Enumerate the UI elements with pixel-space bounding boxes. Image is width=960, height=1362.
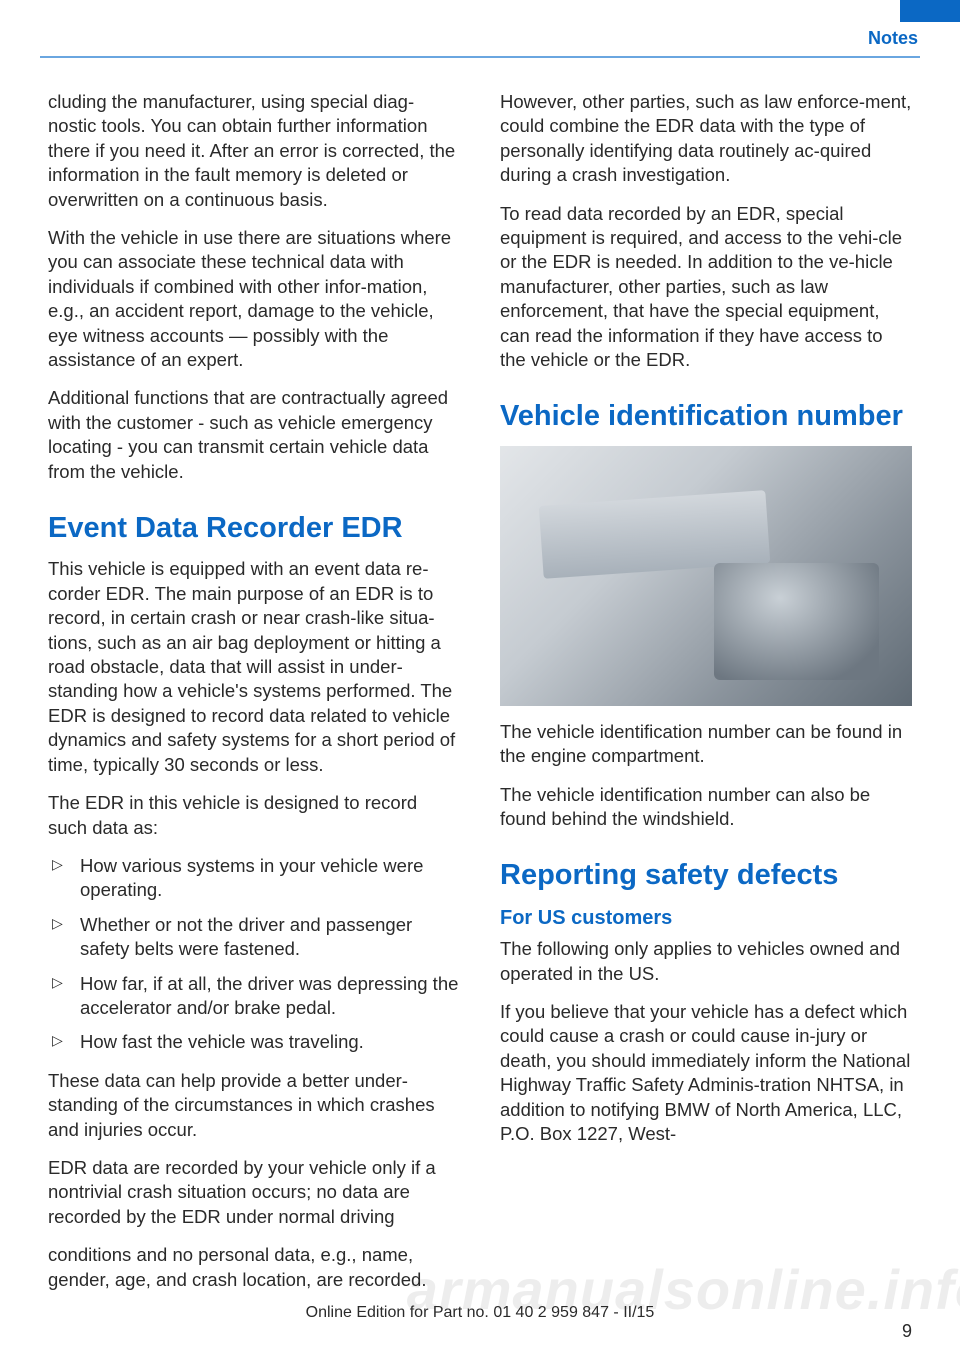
list-item: How far, if at all, the driver was depre… (48, 972, 460, 1021)
body-text: Additional functions that are contractua… (48, 386, 460, 484)
heading-vin: Vehicle identification number (500, 400, 912, 433)
header-rule (40, 56, 920, 58)
page-header: Notes (0, 0, 960, 60)
body-text: With the vehicle in use there are situat… (48, 226, 460, 372)
body-text: To read data recorded by an EDR, special… (500, 202, 912, 373)
section-label: Notes (868, 28, 918, 49)
body-text: The following only applies to vehicles o… (500, 937, 912, 986)
body-text: EDR data are recorded by your vehicle on… (48, 1156, 460, 1229)
list-item: Whether or not the driver and passenger … (48, 913, 460, 962)
body-text: This vehicle is equipped with an event d… (48, 557, 460, 777)
body-text: If you believe that your vehicle has a d… (500, 1000, 912, 1146)
list-item: How fast the vehicle was traveling. (48, 1030, 460, 1054)
body-text: However, other parties, such as law enfo… (500, 90, 912, 188)
list-item: How various systems in your vehicle were… (48, 854, 460, 903)
page-footer: Online Edition for Part no. 01 40 2 959 … (48, 1304, 912, 1344)
body-text: The vehicle identification number can al… (500, 783, 912, 832)
edr-bullet-list: How various systems in your vehicle were… (48, 854, 460, 1055)
body-text: cluding the manufacturer, using special … (48, 90, 460, 212)
body-text: The EDR in this vehicle is designed to r… (48, 791, 460, 840)
subheading-us: For US customers (500, 905, 912, 931)
heading-edr: Event Data Recorder EDR (48, 512, 460, 545)
footer-edition: Online Edition for Part no. 01 40 2 959 … (48, 1304, 912, 1322)
page-number: 9 (902, 1321, 912, 1342)
vin-location-image (500, 446, 912, 706)
body-text: The vehicle identification number can be… (500, 720, 912, 769)
heading-defects: Reporting safety defects (500, 859, 912, 892)
content-columns: cluding the manufacturer, using special … (48, 90, 912, 1292)
body-text: conditions and no personal data, e.g., n… (48, 1243, 460, 1292)
header-tab (900, 0, 960, 22)
body-text: These data can help provide a better und… (48, 1069, 460, 1142)
